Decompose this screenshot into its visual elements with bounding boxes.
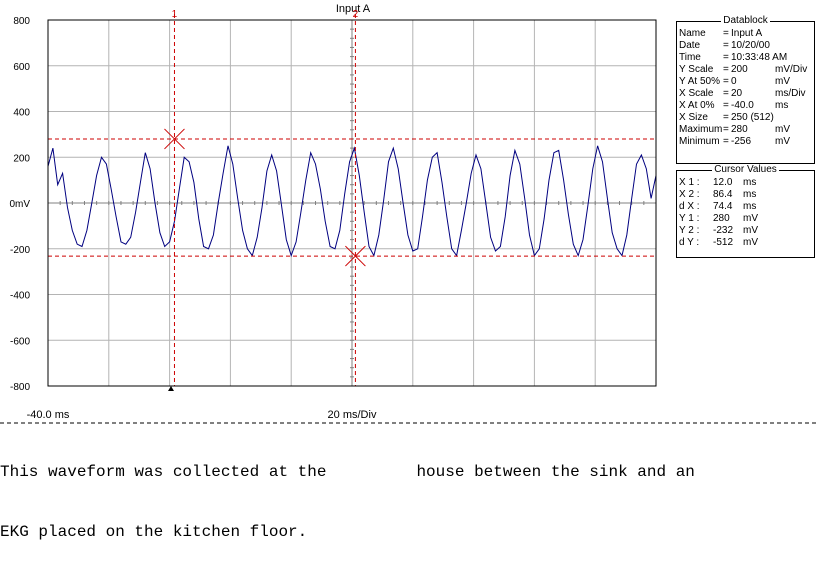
datablock-equals: = — [723, 64, 729, 75]
y-axis-ticks: 800 600 400 200 0mV -200 -400 -600 -800 — [9, 16, 30, 393]
waveform-trace — [47, 145, 657, 258]
cursor-value-value: -232 — [713, 225, 734, 236]
y-tick-label: -200 — [10, 245, 30, 256]
datablock-value: 280 — [731, 124, 748, 135]
datablock-label: X Scale — [679, 88, 714, 99]
datablock-label: Name — [679, 28, 706, 39]
datablock-value: 0 — [731, 76, 737, 87]
datablock-value: 250 (512) — [731, 112, 774, 123]
datablock-value: 10/20/00 — [731, 40, 770, 51]
datablock-unit: mV/Div — [775, 64, 808, 75]
cursor-value-unit: mV — [743, 225, 758, 236]
cursor-value-unit: ms — [743, 189, 757, 200]
cursor-value-value: 74.4 — [713, 201, 733, 212]
y-tick-label: 600 — [13, 62, 30, 73]
caption-line-1: This waveform was collected at the house … — [0, 462, 817, 482]
cursor-value-label: Y 2 : — [679, 225, 700, 236]
cursor-value-unit: mV — [743, 213, 758, 224]
cursor-value-unit: ms — [743, 177, 757, 188]
cursor-cross-icon — [164, 128, 185, 150]
cursor-cross-icon — [345, 245, 366, 267]
datablock-equals: = — [723, 88, 729, 99]
cursor-value-label: Y 1 : — [679, 213, 700, 224]
datablock-value: 200 — [731, 64, 748, 75]
cursor-value-label: X 1 : — [679, 177, 700, 188]
datablock-label: Y At 50% — [679, 76, 720, 87]
datablock-value: 10:33:48 AM — [731, 52, 788, 63]
datablock-label: X At 0% — [679, 100, 715, 111]
caption-line-1-end: house between the sink and an — [416, 463, 695, 481]
cursor-value-value: 86.4 — [713, 189, 733, 200]
caption-line-2: EKG placed on the kitchen floor. — [0, 523, 308, 541]
datablock-label: Time — [679, 52, 701, 63]
trigger-marker-icon[interactable] — [168, 386, 174, 391]
datablock-title: Datablock — [721, 15, 770, 26]
datablock-unit: ms — [775, 100, 789, 111]
cursor-value-label: d Y : — [679, 237, 700, 248]
datablock-equals: = — [723, 40, 729, 51]
cursor-value-value: 280 — [713, 213, 730, 224]
datablock-equals: = — [723, 100, 729, 111]
datablock-equals: = — [723, 112, 729, 123]
datablock-value: -40.0 — [731, 100, 754, 111]
cursor-value-value: -512 — [713, 237, 734, 248]
y-tick-label: 400 — [13, 108, 30, 119]
y-tick-label: -600 — [10, 336, 30, 347]
datablock-unit: mV — [775, 124, 790, 135]
cursor-value-unit: ms — [743, 201, 757, 212]
y-tick-label: 0mV — [9, 199, 30, 210]
datablock-value: -256 — [731, 136, 752, 147]
caption-line-1-start: This waveform was collected at the — [0, 463, 327, 481]
datablock-unit: mV — [775, 76, 790, 87]
cursor-value-unit: mV — [743, 237, 758, 248]
datablock-equals: = — [723, 52, 729, 63]
trace-line — [47, 145, 657, 258]
datablock-value: 20 — [731, 88, 743, 99]
datablock-equals: = — [723, 76, 729, 87]
cursor-label: 1 — [172, 9, 178, 20]
cursor-value-label: X 2 : — [679, 189, 700, 200]
cursor-label: 2 — [353, 9, 359, 20]
datablock-label: Minimum — [679, 136, 720, 147]
chart-title: Input A — [336, 3, 371, 15]
datablock-unit: ms/Div — [775, 88, 806, 99]
y-tick-label: -800 — [10, 382, 30, 393]
datablock-label: Maximum — [679, 124, 723, 135]
y-tick-label: 800 — [13, 16, 30, 27]
datablock-label: X Size — [679, 112, 708, 123]
datablock-value: Input A — [731, 28, 763, 39]
cursor-value-label: d X : — [679, 201, 700, 212]
datablock-unit: mV — [775, 136, 790, 147]
datablock-label: Y Scale — [679, 64, 714, 75]
grid — [48, 20, 656, 386]
datablock-panel: Datablock Name = Input A Date = 10/20/00 Time =… — [676, 15, 815, 164]
x-axis-scale-label: 20 ms/Div — [328, 409, 377, 421]
oscilloscope-chart: Input A 8006004002000mV-200-400-600-800 … — [0, 3, 817, 424]
datablock-label: Date — [679, 40, 701, 51]
datablock-equals: = — [723, 124, 729, 135]
datablock-equals: = — [723, 136, 729, 147]
y-tick-label: -400 — [10, 291, 30, 302]
x-axis-start-label: -40.0 ms — [27, 409, 70, 421]
cursor-value-value: 12.0 — [713, 177, 733, 188]
caption-text: This waveform was collected at the house … — [0, 422, 817, 562]
plot-frame — [47, 19, 657, 387]
cursor-values-title: Cursor Values — [712, 164, 779, 175]
cursor-values-panel: Cursor Values X 1 : 12.0 ms X 2 : 86.4 ms d X … — [676, 164, 815, 258]
datablock-equals: = — [723, 28, 729, 39]
y-tick-label: 200 — [13, 153, 30, 164]
